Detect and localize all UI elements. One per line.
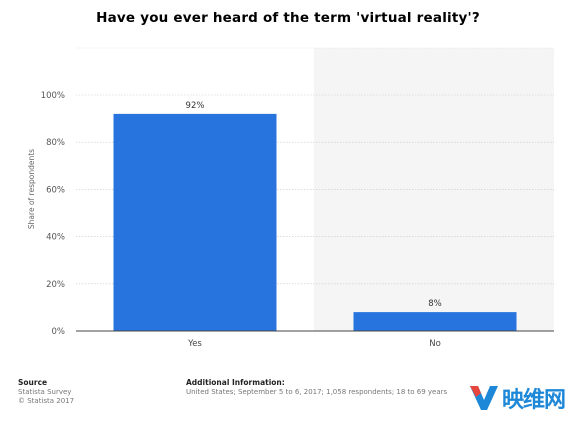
x-axis-categories: Yes No	[187, 339, 441, 349]
source-block: Source Statista Survey © Statista 2017	[18, 378, 74, 406]
y-axis-ticks: 0% 20% 40% 60% 80% 100%	[41, 91, 65, 337]
bars: 92% 8%	[113, 101, 517, 331]
y-tick-label: 20%	[46, 280, 65, 290]
data-label: 92%	[186, 101, 205, 111]
source-heading: Source	[18, 378, 48, 387]
watermark-logo: 映维网	[468, 382, 572, 414]
x-tick-label: No	[429, 339, 441, 349]
y-axis-label: Share of respondents	[27, 149, 36, 229]
y-tick-label: 60%	[46, 185, 65, 195]
y-tick-label: 100%	[41, 91, 65, 101]
bar-yes	[113, 113, 277, 331]
chart-title: Have you ever heard of the term 'virtual…	[96, 10, 480, 26]
additional-info-block: Additional Information: United States; S…	[186, 378, 447, 397]
source-line-2: © Statista 2017	[18, 397, 75, 405]
y-tick-label: 40%	[46, 233, 65, 243]
data-label: 8%	[428, 299, 442, 309]
yv-logo-icon	[470, 386, 498, 410]
bar-no	[353, 312, 517, 331]
source-line-1: Statista Survey	[18, 388, 72, 396]
additional-info-heading: Additional Information:	[186, 378, 285, 387]
additional-info-text: United States; September 5 to 6, 2017; 1…	[186, 388, 448, 396]
x-tick-label: Yes	[187, 339, 202, 349]
watermark-text: 映维网	[502, 388, 566, 413]
y-tick-label: 80%	[46, 138, 65, 148]
y-tick-label: 0%	[52, 327, 66, 337]
